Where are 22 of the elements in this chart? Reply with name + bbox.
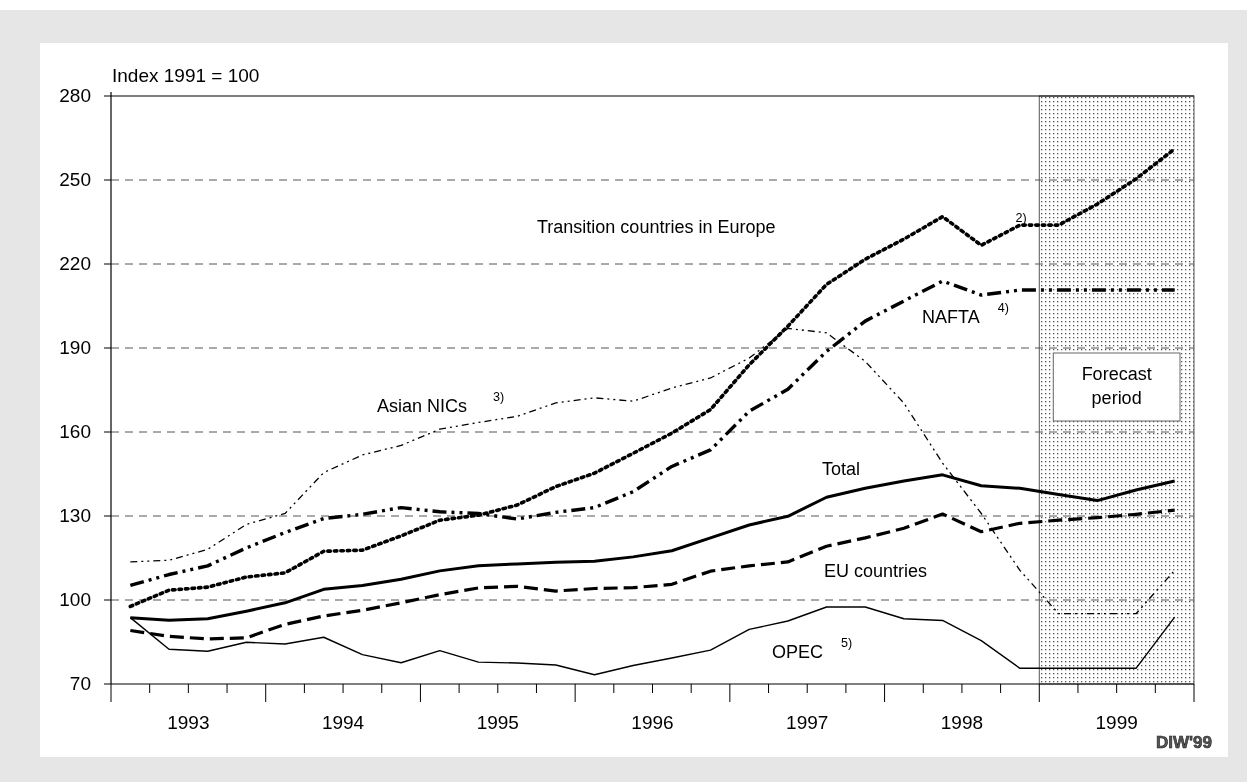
y-tick-label: 280: [59, 85, 91, 106]
series-label: NAFTA $^{4)}$: [922, 301, 1009, 327]
y-tick-label: 190: [59, 337, 91, 358]
y-tick-label: 100: [59, 589, 91, 610]
x-tick-label: 1997: [786, 712, 829, 733]
series-label: Total: [822, 459, 861, 479]
x-tick-label: 1995: [476, 712, 519, 733]
x-tick-label: 1993: [167, 712, 210, 733]
x-tick-label: 1994: [321, 712, 365, 733]
y-tick-label: 250: [59, 169, 91, 190]
y-tick-label: 160: [59, 421, 91, 442]
x-tick-label: 1998: [940, 712, 984, 733]
y-tick-label: 130: [59, 505, 91, 526]
x-tick-label: 1999: [1095, 712, 1138, 733]
series-label: EU countries: [824, 561, 928, 581]
y-tick-label: 220: [59, 253, 91, 274]
x-tick-label: 1996: [631, 712, 674, 733]
y-tick-label: 70: [69, 673, 91, 694]
band-label: Forecast period: [1081, 364, 1152, 408]
series-label: OPEC $^{5)}$: [772, 636, 853, 662]
text: DIW'99: [1156, 733, 1212, 752]
y-axis-title: Index 1991 = 100: [112, 65, 260, 86]
